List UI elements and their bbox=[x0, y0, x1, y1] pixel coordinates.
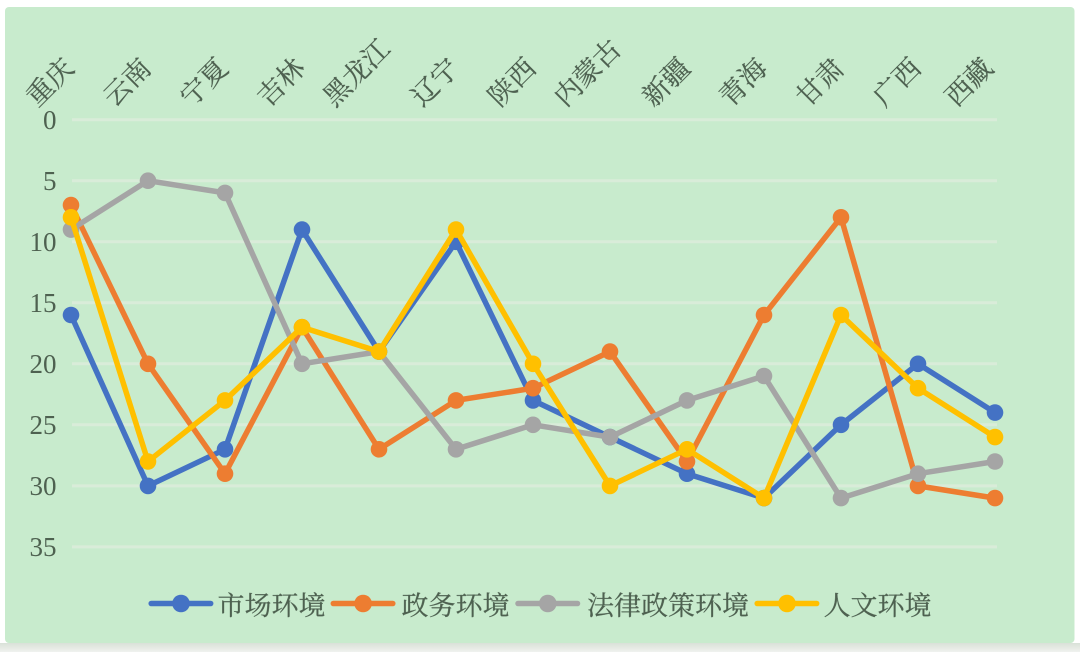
svg-text:35: 35 bbox=[30, 532, 57, 562]
svg-text:25: 25 bbox=[30, 410, 57, 440]
svg-text:10: 10 bbox=[30, 227, 57, 257]
svg-text:15: 15 bbox=[30, 288, 57, 318]
svg-text:5: 5 bbox=[43, 166, 57, 196]
svg-text:0: 0 bbox=[43, 105, 57, 135]
svg-text:30: 30 bbox=[30, 471, 57, 501]
svg-text:20: 20 bbox=[30, 349, 57, 379]
